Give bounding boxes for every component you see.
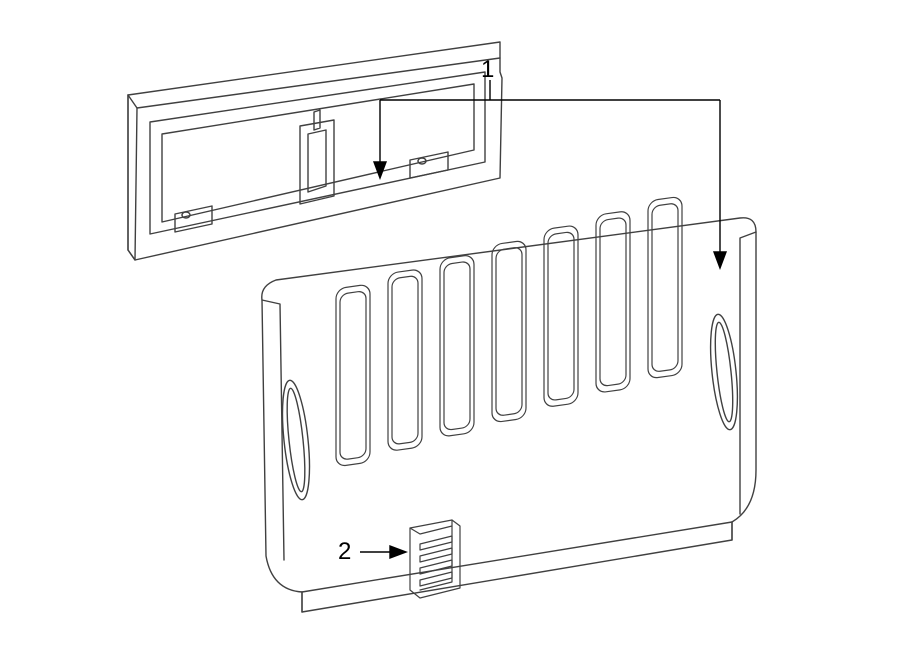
- callout-leaders: [360, 80, 726, 558]
- callout-label-2: 2: [338, 538, 351, 566]
- callout-label-1: 1: [481, 56, 494, 84]
- grille-slots: [336, 196, 682, 467]
- part-grille: [262, 196, 756, 612]
- diagram-stage: 1 2: [0, 0, 900, 661]
- parts-diagram-svg: [0, 0, 900, 661]
- part-header-panel: [128, 42, 502, 260]
